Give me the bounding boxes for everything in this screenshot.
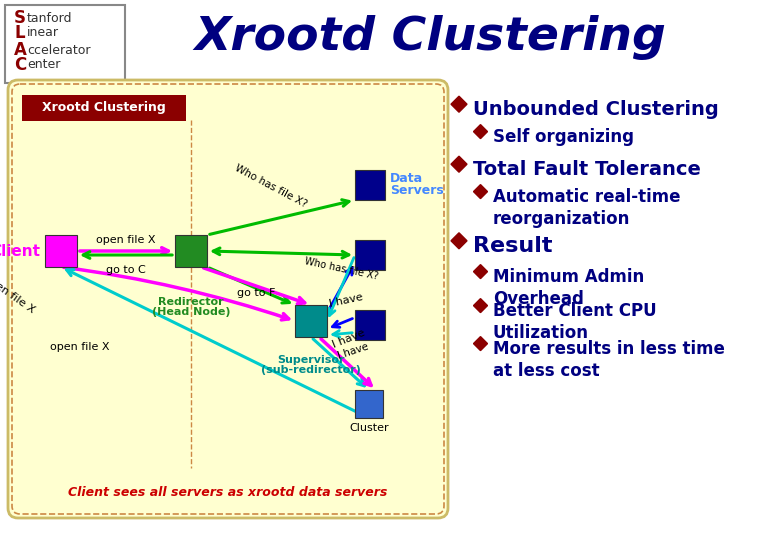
Bar xyxy=(175,235,207,267)
Text: Client sees all servers as xrootd data servers: Client sees all servers as xrootd data s… xyxy=(69,487,388,500)
Text: (Head Node): (Head Node) xyxy=(152,307,230,317)
Text: Cluster: Cluster xyxy=(349,423,388,433)
Text: Supervisor: Supervisor xyxy=(277,355,345,365)
Polygon shape xyxy=(473,299,488,313)
Text: Total Fault Tolerance: Total Fault Tolerance xyxy=(473,160,701,179)
Text: Automatic real-time
reorganization: Automatic real-time reorganization xyxy=(493,188,680,228)
Polygon shape xyxy=(473,125,488,139)
Text: inear: inear xyxy=(27,26,59,39)
FancyBboxPatch shape xyxy=(22,95,186,121)
Bar xyxy=(355,310,385,340)
Text: C: C xyxy=(14,56,27,74)
Bar xyxy=(355,170,385,200)
Bar xyxy=(45,235,77,267)
Text: Better Client CPU
Utilization: Better Client CPU Utilization xyxy=(493,302,657,342)
Text: (sub-redirector): (sub-redirector) xyxy=(261,365,361,375)
Text: enter: enter xyxy=(27,58,60,71)
Text: I have: I have xyxy=(332,328,367,350)
Text: Who has file X?: Who has file X? xyxy=(233,163,309,210)
Polygon shape xyxy=(451,156,467,172)
Text: Client: Client xyxy=(0,244,40,259)
Text: L: L xyxy=(14,24,25,42)
Text: open file X: open file X xyxy=(96,235,156,245)
Text: Data: Data xyxy=(390,172,423,185)
Text: ccelerator: ccelerator xyxy=(27,44,90,57)
Text: open file X: open file X xyxy=(0,273,36,315)
Text: Result: Result xyxy=(473,236,552,256)
FancyBboxPatch shape xyxy=(8,80,448,518)
Polygon shape xyxy=(451,233,467,249)
Bar xyxy=(295,305,327,337)
Polygon shape xyxy=(473,185,488,199)
Text: Xrootd Clustering: Xrootd Clustering xyxy=(42,102,166,114)
Text: go to F: go to F xyxy=(237,288,275,298)
Text: Servers: Servers xyxy=(390,184,444,197)
Polygon shape xyxy=(473,336,488,350)
Text: A: A xyxy=(14,41,27,59)
Text: I have: I have xyxy=(328,292,363,309)
Bar xyxy=(355,240,385,270)
Text: open file X: open file X xyxy=(50,342,109,353)
Polygon shape xyxy=(451,96,467,112)
Text: More results in less time
at less cost: More results in less time at less cost xyxy=(493,340,725,380)
Text: S: S xyxy=(14,9,26,27)
Bar xyxy=(355,390,383,418)
Polygon shape xyxy=(473,265,488,279)
Text: I have: I have xyxy=(336,342,370,361)
Text: Xrootd Clustering: Xrootd Clustering xyxy=(194,16,666,60)
Text: Self organizing: Self organizing xyxy=(493,128,634,146)
FancyBboxPatch shape xyxy=(5,5,125,83)
Text: Minimum Admin
Overhead: Minimum Admin Overhead xyxy=(493,268,644,308)
Text: go to C: go to C xyxy=(106,265,146,275)
Text: Unbounded Clustering: Unbounded Clustering xyxy=(473,100,718,119)
Text: Who has file X?: Who has file X? xyxy=(303,256,379,282)
Text: Redirector: Redirector xyxy=(158,297,224,307)
Text: tanford: tanford xyxy=(27,11,73,24)
